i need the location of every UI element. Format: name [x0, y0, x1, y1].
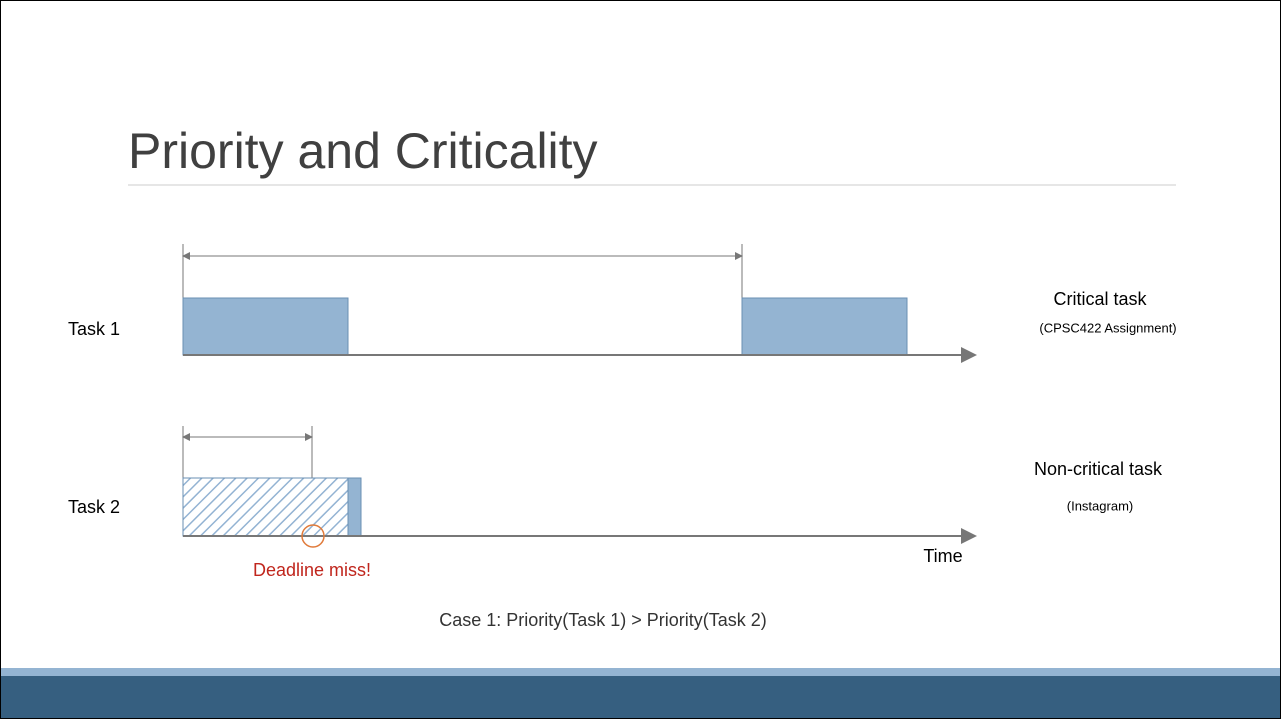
task-block: [347, 477, 362, 537]
task-kind: Non-critical task: [1034, 459, 1163, 479]
task-block: [741, 297, 908, 356]
title: Priority and Criticality: [128, 123, 598, 179]
footer-stripe: [1, 668, 1280, 676]
miss-marker: [301, 524, 325, 548]
task-example: (CPSC422 Assignment): [1039, 320, 1176, 335]
task-label: Task 1: [68, 319, 120, 339]
missed-block: [182, 477, 349, 537]
task-block: [182, 297, 349, 356]
task-example: (Instagram): [1067, 498, 1133, 513]
axis-label: Time: [923, 546, 962, 566]
footer-bar: [1, 676, 1280, 718]
task-label: Task 2: [68, 497, 120, 517]
annotation: Deadline miss!: [253, 560, 371, 580]
caption: Case 1: Priority(Task 1) > Priority(Task…: [439, 610, 767, 630]
task-kind: Critical task: [1053, 289, 1147, 309]
